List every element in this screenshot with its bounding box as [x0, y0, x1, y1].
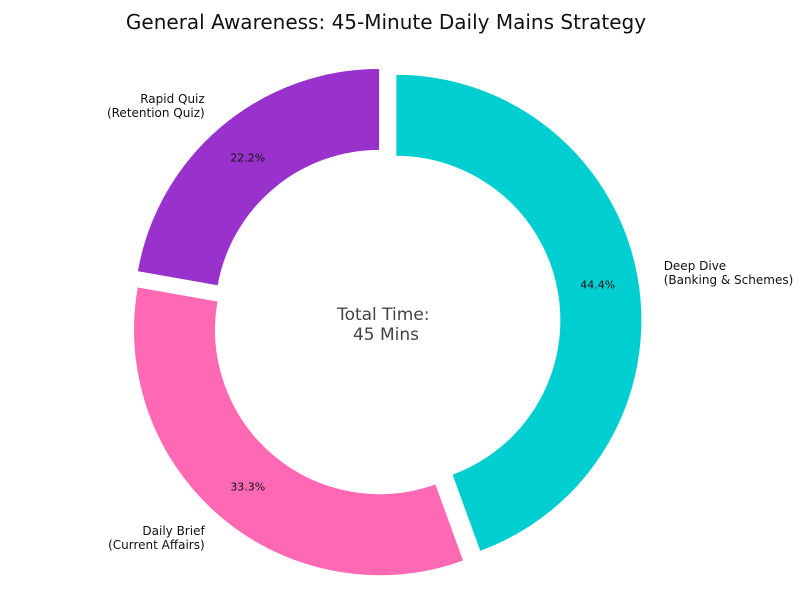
- slice-rapid-quiz: [136, 67, 381, 287]
- category-label-deep-dive-line-1: Deep Dive: [664, 259, 727, 273]
- slices-layer: [133, 67, 643, 577]
- chart-title: General Awareness: 45-Minute Daily Mains…: [126, 10, 646, 34]
- category-label-daily-brief-line-2: (Current Affairs): [108, 538, 205, 552]
- center-label-line-1: Total Time:: [336, 305, 429, 325]
- category-label-rapid-quiz: Rapid Quiz (Retention Quiz): [107, 92, 205, 120]
- center-label-line-2: 45 Mins: [353, 325, 419, 345]
- category-label-deep-dive: Deep Dive (Banking & Schemes): [664, 259, 794, 287]
- labels-layer: 44.4% Deep Dive (Banking & Schemes) 33.3% Da…: [107, 92, 793, 552]
- percent-label-rapid-quiz: 22.2%: [230, 151, 265, 164]
- category-label-rapid-quiz-line-2: (Retention Quiz): [107, 106, 205, 120]
- category-label-deep-dive-line-2: (Banking & Schemes): [664, 273, 794, 287]
- percent-label-daily-brief: 33.3%: [230, 481, 265, 494]
- category-label-daily-brief-line-1: Daily Brief: [142, 524, 205, 538]
- category-label-daily-brief: Daily Brief (Current Affairs): [108, 524, 205, 552]
- slice-daily-brief: [133, 286, 465, 577]
- slice-deep-dive: [395, 73, 643, 553]
- category-label-rapid-quiz-line-1: Rapid Quiz: [140, 92, 205, 106]
- center-label: Total Time: 45 Mins: [336, 305, 435, 345]
- percent-label-deep-dive: 44.4%: [580, 279, 615, 292]
